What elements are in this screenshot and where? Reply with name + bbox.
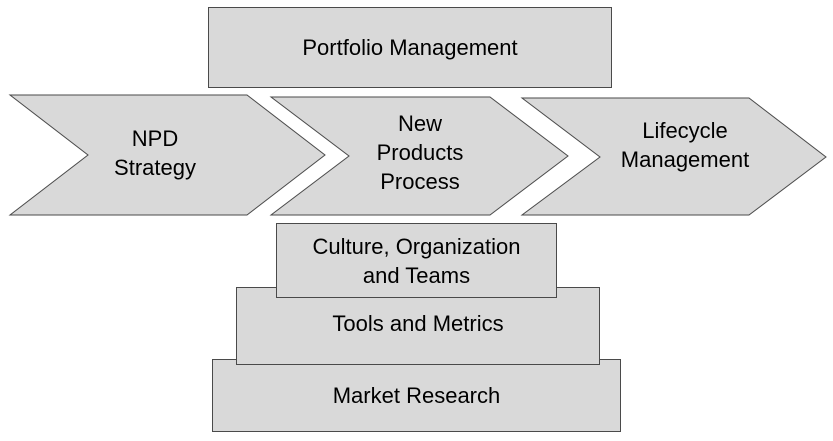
new-products-process-label: New Products Process xyxy=(376,111,464,194)
new-products-process-chevron xyxy=(269,96,569,216)
lifecycle-management-chevron xyxy=(520,97,827,216)
culture-organization-teams-label: Culture, Organization and Teams xyxy=(312,233,521,288)
market-research-box: Market Research xyxy=(212,359,621,432)
tools-and-metrics-box: Tools and Metrics xyxy=(236,287,600,365)
portfolio-management-box: Portfolio Management xyxy=(208,7,612,88)
lifecycle-management-label: Lifecycle Management xyxy=(620,118,750,172)
npd-strategy-label: NPD Strategy xyxy=(114,126,196,180)
tools-and-metrics-label: Tools and Metrics xyxy=(332,311,504,336)
portfolio-management-label: Portfolio Management xyxy=(302,35,518,60)
npd-strategy-chevron xyxy=(8,94,326,216)
market-research-label: Market Research xyxy=(332,383,501,408)
culture-organization-teams-box: Culture, Organization and Teams xyxy=(276,223,557,298)
